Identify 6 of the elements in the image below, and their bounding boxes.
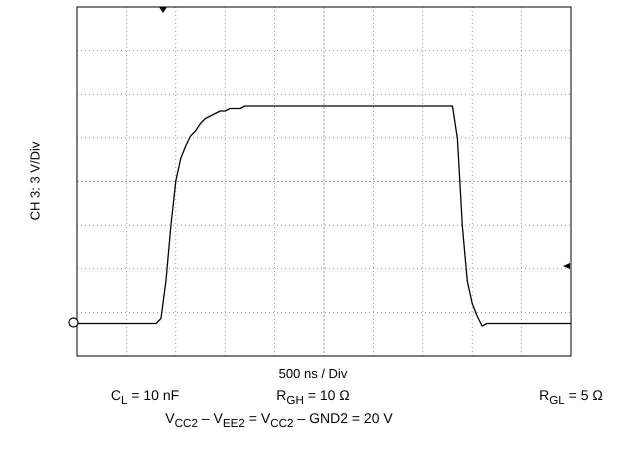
- text: V$_{CC2}$ – V$_{EE2}$ = V$_{CC2}$ – GND2 = 20 V: [165, 410, 393, 430]
- text: C$_{L}$ = 10 nF: [110, 387, 180, 407]
- y-axis-title: CH 3: 3 V/Div: [28, 142, 42, 220]
- text: R$_{GL}$ = 5 Ω: [539, 387, 603, 407]
- text: R$_{GH}$ = 10 Ω: [276, 387, 350, 407]
- x-axis-title: 500 ns / Div: [278, 366, 348, 381]
